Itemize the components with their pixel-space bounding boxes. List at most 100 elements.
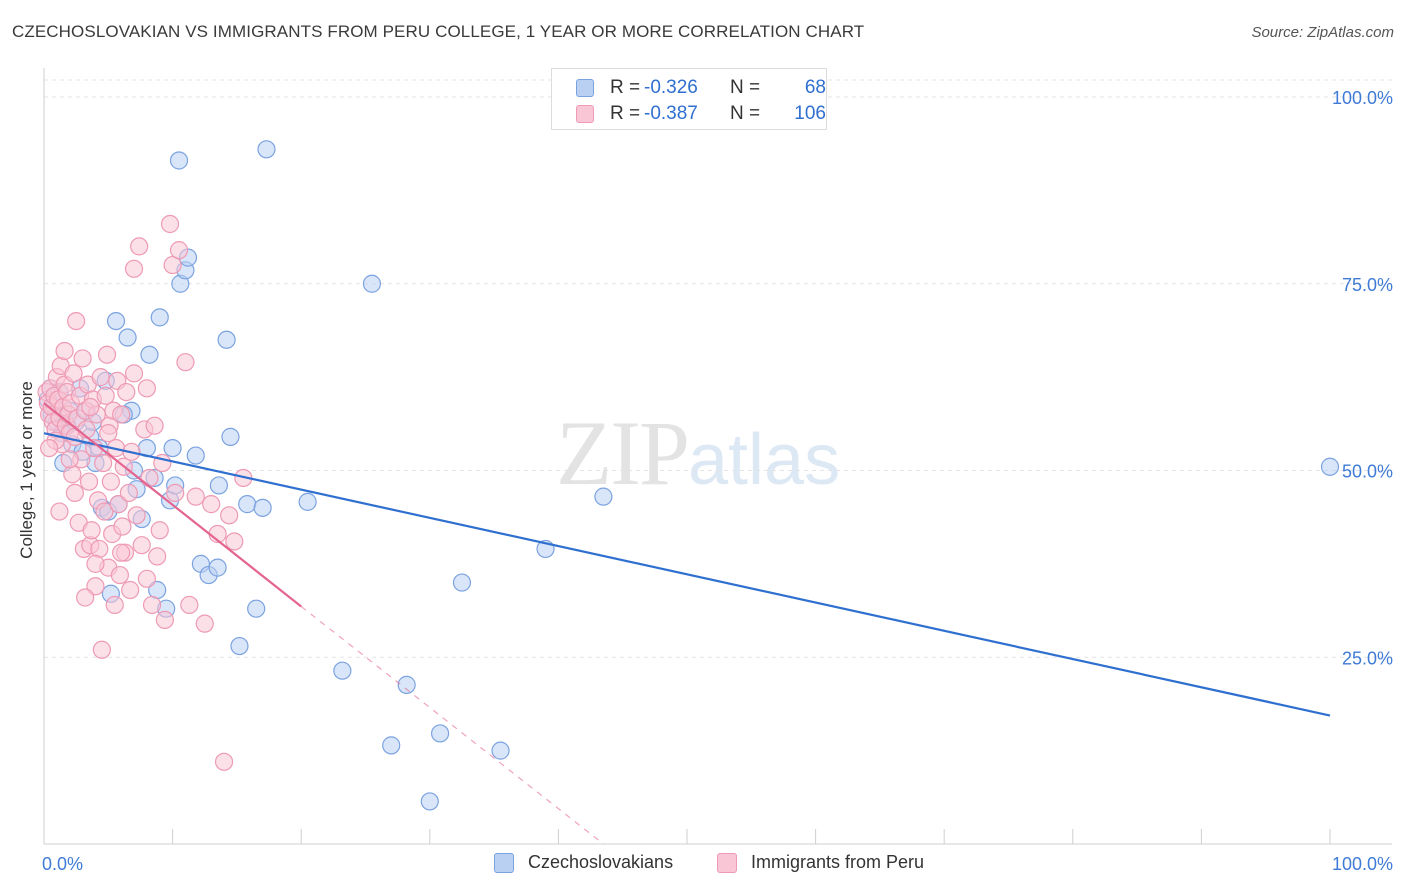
point-peru	[110, 565, 129, 585]
point-peru	[86, 554, 105, 573]
point-peru	[67, 312, 86, 331]
point-peru	[86, 577, 105, 596]
point-czechoslovakians	[150, 308, 169, 327]
y-tick-label: 50.0%	[1342, 462, 1393, 482]
y-tick-label: 100.0%	[1332, 88, 1393, 108]
bottom-legend-swatch-peru	[717, 853, 737, 873]
point-czechoslovakians	[208, 558, 227, 577]
point-czechoslovakians	[253, 498, 272, 517]
x-tick-label-end: 100.0%	[1332, 854, 1393, 874]
trendline-czechoslovakians	[43, 432, 1331, 717]
point-peru	[124, 364, 144, 383]
point-peru	[180, 595, 199, 615]
point-czechoslovakians	[106, 312, 126, 331]
point-peru	[132, 536, 151, 555]
point-peru	[65, 483, 84, 503]
point-czechoslovakians	[163, 438, 182, 458]
point-peru	[101, 472, 120, 491]
point-peru	[137, 379, 156, 398]
point-peru	[91, 368, 110, 387]
point-czechoslovakians	[238, 495, 257, 514]
correlation-legend: R = -0.326 N = 68 R = -0.387 N = 106	[551, 68, 827, 130]
point-peru	[73, 349, 92, 368]
bottom-legend-label-czechoslovakians: Czechoslovakians	[528, 852, 674, 872]
point-peru	[90, 539, 109, 559]
point-czechoslovakians	[491, 741, 510, 760]
legend-n-value: 106	[794, 103, 826, 124]
point-czechoslovakians	[397, 675, 416, 694]
point-peru	[96, 386, 115, 405]
chart-title: CZECHOSLOVAKIAN VS IMMIGRANTS FROM PERU …	[12, 22, 865, 41]
point-peru	[121, 580, 140, 600]
point-peru	[99, 424, 118, 443]
point-peru	[130, 237, 149, 256]
point-peru	[79, 472, 99, 491]
point-peru	[92, 640, 111, 659]
point-peru	[94, 453, 113, 473]
watermark-atlas: atlas	[688, 420, 841, 500]
point-peru	[150, 521, 169, 540]
legend-n-label: N =	[730, 103, 761, 124]
point-peru	[166, 483, 185, 503]
legend-r-value: -0.326	[644, 77, 698, 98]
point-peru	[50, 502, 69, 521]
point-czechoslovakians	[362, 274, 382, 293]
point-peru	[155, 610, 174, 630]
point-peru	[186, 487, 205, 506]
legend-r-label: R =	[610, 77, 641, 98]
point-peru	[112, 543, 131, 562]
point-peru	[105, 595, 124, 615]
legend-n-value: 68	[804, 77, 826, 98]
legend-n-label: N =	[730, 77, 761, 98]
point-czechoslovakians	[230, 636, 249, 656]
point-peru	[145, 416, 164, 435]
point-czechoslovakians	[430, 724, 450, 743]
point-peru	[148, 547, 167, 566]
point-peru	[117, 382, 136, 402]
point-czechoslovakians	[452, 573, 472, 592]
point-peru	[137, 569, 156, 588]
point-peru	[97, 345, 117, 364]
point-peru	[176, 353, 195, 372]
point-czechoslovakians	[594, 487, 613, 506]
point-peru	[60, 450, 79, 469]
point-peru	[225, 532, 244, 551]
source-label: Source: ZipAtlas.com	[1251, 24, 1394, 41]
legend-swatch-czechoslovakians	[576, 79, 594, 97]
point-czechoslovakians	[118, 328, 137, 347]
y-tick-label: 75.0%	[1342, 275, 1393, 295]
point-peru	[214, 752, 234, 771]
point-peru	[119, 483, 138, 503]
x-tick-label-start: 0.0%	[42, 854, 83, 874]
point-peru	[63, 465, 82, 484]
bottom-legend-label-peru: Immigrants from Peru	[751, 852, 925, 872]
legend-r-label: R =	[610, 103, 641, 124]
point-peru	[112, 405, 131, 424]
y-tick-label: 25.0%	[1342, 648, 1393, 668]
point-czechoslovakians	[221, 427, 240, 446]
watermark-zip: ZIP	[556, 402, 690, 504]
point-czechoslovakians	[140, 345, 159, 364]
point-peru	[76, 588, 95, 607]
point-peru	[140, 468, 159, 488]
point-czechoslovakians	[333, 661, 352, 680]
point-peru	[163, 255, 182, 275]
point-peru	[169, 241, 189, 260]
legend-r-value: -0.387	[644, 103, 698, 124]
point-peru	[195, 614, 214, 633]
point-peru	[142, 595, 162, 615]
point-peru	[202, 495, 221, 514]
point-czechoslovakians	[420, 792, 439, 811]
point-peru	[40, 438, 59, 458]
point-peru	[81, 397, 100, 417]
point-czechoslovakians	[186, 446, 205, 465]
point-czechoslovakians	[209, 476, 228, 495]
bottom-legend-swatch-czechoslovakians	[494, 853, 514, 873]
point-peru	[77, 420, 96, 439]
point-czechoslovakians	[257, 140, 276, 159]
point-peru	[64, 364, 83, 383]
point-peru	[109, 495, 128, 514]
y-axis-label: College, 1 year or more	[12, 381, 42, 559]
point-peru	[113, 517, 132, 536]
trendline-peru-extension	[300, 605, 604, 845]
